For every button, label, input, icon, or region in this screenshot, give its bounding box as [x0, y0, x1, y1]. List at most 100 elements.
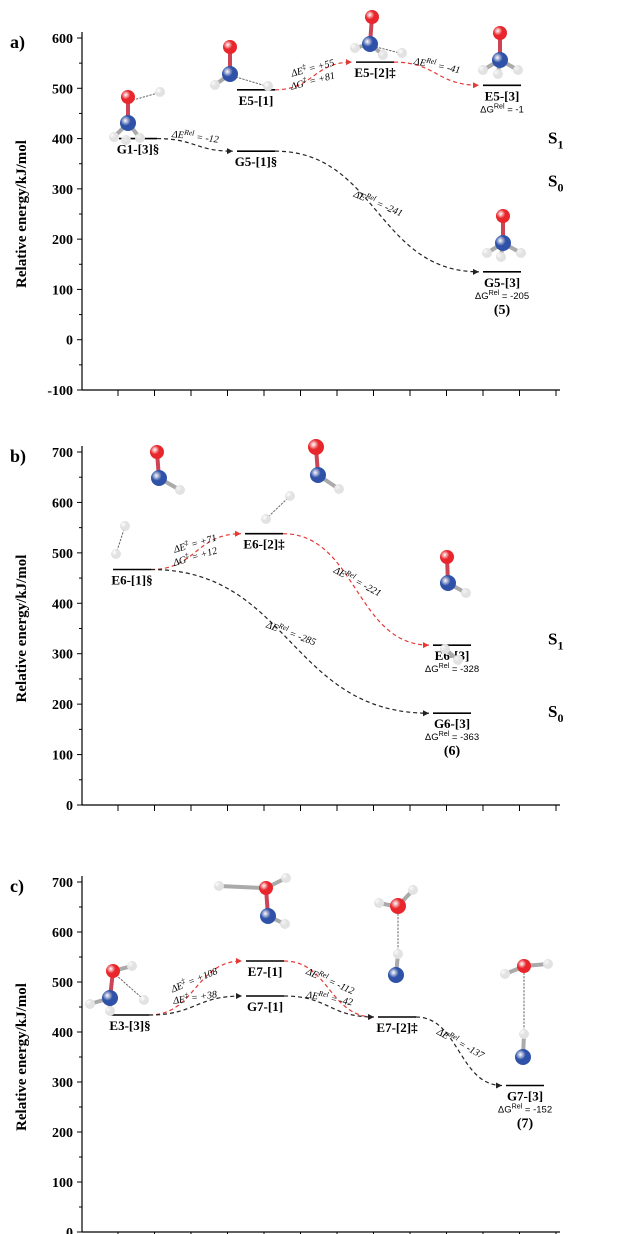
hydrogen-atom — [281, 873, 291, 883]
oxygen-atom — [308, 439, 324, 455]
transition-path — [156, 137, 234, 152]
level-label: G1-[3]§ — [117, 142, 160, 157]
hydrogen-atom — [105, 1006, 115, 1016]
nitrogen-atom — [492, 52, 508, 68]
y-tick-label: 700 — [52, 876, 73, 891]
energy-panel: -100 0 100 200 300 400 500 600 Relative energy/k… — [10, 32, 563, 399]
hydrogen-atom — [453, 655, 463, 665]
hydrogen-atom — [127, 961, 137, 971]
arrowhead — [423, 710, 429, 717]
nitrogen-atom — [388, 967, 404, 983]
nitrogen-atom — [440, 575, 456, 591]
delta-g-label: ΔGRel = -1 — [480, 102, 524, 115]
nitrogen-atom — [310, 467, 326, 483]
molecule-e7-2 — [374, 885, 418, 983]
hydrogen-atom — [482, 248, 492, 258]
transition-label: ΔERel = -241 — [351, 186, 405, 220]
state-label: S0 — [548, 702, 563, 725]
transition-path — [150, 533, 242, 571]
hydrogen-atom — [496, 252, 506, 262]
state-label: S1 — [548, 129, 563, 152]
y-tick-label: 400 — [52, 597, 73, 612]
oxygen-atom — [259, 881, 273, 895]
arrowhead — [236, 993, 242, 999]
level-label: E7-[1] — [248, 964, 283, 979]
hydrogen-atom — [280, 919, 290, 929]
transition-label: ΔERel = -285 — [264, 617, 319, 649]
oxygen-atom — [390, 898, 406, 914]
arrowhead — [235, 530, 241, 537]
level-label: E3-[3]§ — [109, 1018, 150, 1033]
hydrogen-atom — [210, 80, 220, 90]
oxygen-atom — [493, 26, 507, 40]
transition-path — [274, 150, 480, 273]
hydrogen-atom — [214, 881, 224, 891]
hydrogen-atom — [120, 521, 130, 531]
level-label: E5-[1] — [239, 93, 274, 108]
molecule-e5-1 — [210, 40, 273, 91]
oxygen-atom — [121, 90, 135, 104]
hydrogen-atom — [543, 959, 553, 969]
state-label: S1 — [548, 630, 563, 653]
transition-path — [148, 960, 243, 1016]
y-tick-label: 200 — [52, 233, 73, 248]
oxygen-atom — [150, 445, 164, 459]
oxygen-atom — [440, 550, 454, 564]
hydrogen-atom — [109, 132, 119, 142]
y-tick-label: 500 — [52, 82, 73, 97]
y-tick-label: 400 — [52, 1026, 73, 1041]
molecule-g5-3 — [482, 209, 526, 262]
y-axis-label: Relative energy/kJ/mol — [14, 555, 30, 703]
hydrogen-atom — [263, 81, 273, 91]
oxygen-atom — [223, 40, 237, 54]
molecule-e6-3 — [440, 550, 471, 665]
arrowhead — [368, 1014, 374, 1020]
hydrogen-atom — [85, 999, 95, 1009]
transition-label: ΔERel = -41 — [412, 53, 462, 76]
level-label: G5-[3] — [484, 275, 520, 290]
transition-label: ΔERel = -221 — [331, 562, 384, 599]
transition-path — [150, 568, 430, 714]
y-tick-label: 500 — [52, 547, 73, 562]
arrowhead — [346, 59, 352, 66]
energy-panel: 0 100 200 300 400 500 600 700 Relative energy/kJ… — [10, 446, 563, 814]
level-label: G7-[3] — [507, 1089, 543, 1104]
molecule-e5-3 — [478, 26, 523, 79]
molecule-e7-1 — [214, 873, 291, 929]
transition-path — [274, 61, 353, 91]
transition-path — [283, 995, 375, 1018]
y-tick-label: 300 — [52, 183, 73, 198]
product-label: (7) — [517, 1117, 534, 1132]
hydrogen-atom — [493, 69, 503, 79]
arrowhead — [496, 1082, 502, 1089]
hydrogen-atom — [519, 1029, 529, 1039]
molecule-e3-3 — [85, 961, 149, 1016]
hydrogen-atom — [139, 995, 149, 1005]
nitrogen-atom — [515, 1049, 531, 1065]
y-tick-label: -100 — [47, 384, 73, 399]
hydrogen-atom — [461, 588, 471, 598]
hydrogen-atom — [393, 949, 403, 959]
y-tick-label: 700 — [52, 446, 73, 461]
y-tick-label: 300 — [52, 648, 73, 663]
panel-label: b) — [10, 446, 26, 467]
transition-path — [283, 960, 375, 1018]
product-label: (6) — [444, 744, 461, 759]
transition-label: ΔERel = -12 — [170, 126, 219, 146]
hydrogen-atom — [513, 65, 523, 75]
transition-path — [393, 61, 480, 86]
nitrogen-atom — [102, 990, 118, 1006]
y-tick-label: 100 — [52, 283, 73, 298]
hydrogen-atom — [408, 885, 418, 895]
hydrogen-atom — [121, 135, 131, 145]
level-label: E6-[1]§ — [111, 572, 152, 587]
hydrogen-atom — [500, 969, 510, 979]
nitrogen-atom — [151, 470, 167, 486]
hydrogen-atom — [175, 485, 185, 495]
y-tick-label: 600 — [52, 496, 73, 511]
arrowhead — [236, 958, 242, 964]
nitrogen-atom — [362, 36, 378, 52]
delta-g-label: ΔGRel = -205 — [475, 289, 529, 302]
hydrogen-atom — [397, 48, 407, 58]
